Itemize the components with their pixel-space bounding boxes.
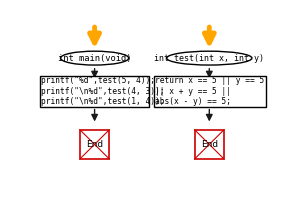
Text: printf("%d",test(5, 4));: printf("%d",test(5, 4)); bbox=[41, 77, 155, 85]
Text: abs(x - y) == 5;: abs(x - y) == 5; bbox=[155, 97, 231, 106]
Bar bbox=[195, 130, 224, 159]
Text: int test(int x, int y): int test(int x, int y) bbox=[154, 54, 264, 63]
Text: End: End bbox=[86, 140, 103, 149]
Text: return x == 5 || y == 5: return x == 5 || y == 5 bbox=[155, 77, 264, 85]
Text: printf("\n%d",test(4, 3));: printf("\n%d",test(4, 3)); bbox=[41, 87, 164, 96]
Text: printf("\n%d",test(1, 4));: printf("\n%d",test(1, 4)); bbox=[41, 97, 164, 106]
Bar bbox=[40, 76, 149, 107]
Text: End: End bbox=[201, 140, 218, 149]
Text: || x + y == 5 ||: || x + y == 5 || bbox=[155, 87, 231, 96]
Bar bbox=[153, 76, 266, 107]
Bar bbox=[80, 130, 109, 159]
Ellipse shape bbox=[167, 51, 252, 65]
Ellipse shape bbox=[60, 51, 129, 65]
Text: int main(void): int main(void) bbox=[58, 54, 131, 63]
